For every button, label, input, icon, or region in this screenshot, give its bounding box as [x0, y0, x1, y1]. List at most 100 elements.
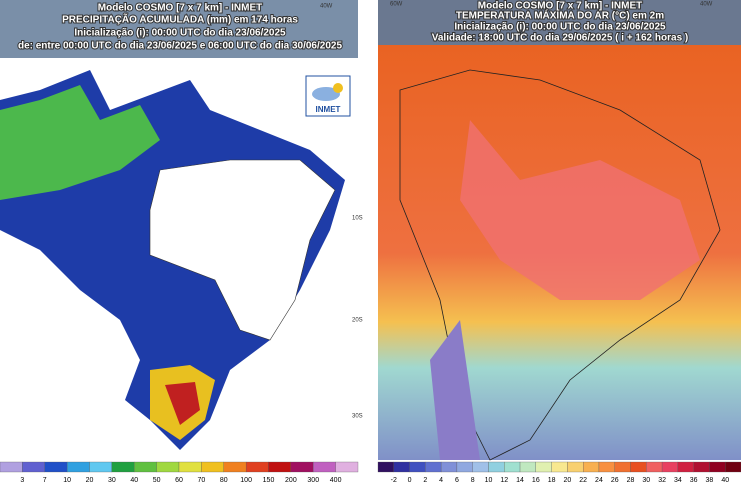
colorbar-label: 12: [500, 477, 508, 484]
colorbar-label: 150: [263, 477, 275, 484]
continent-outline: [399, 69, 721, 461]
colorbar-swatch: [614, 461, 631, 473]
logo-cloud: [312, 87, 340, 101]
colorbar-swatch: [335, 461, 359, 473]
colorbar-label: 3: [20, 477, 24, 484]
colorbar-swatch: [504, 461, 521, 473]
colorbar-swatch: [66, 461, 90, 473]
model-name: Modelo COSMO [7 x 7 km] - INMET: [98, 3, 262, 14]
colorbar-label: 24: [595, 477, 603, 484]
colorbar-swatch: [89, 461, 113, 473]
colorbar-swatch: [0, 461, 23, 473]
colorbar-label: 4: [439, 477, 443, 484]
lat-label: 20S: [352, 318, 363, 324]
colorbar-label: 2: [423, 477, 427, 484]
colorbar-label: 10: [63, 477, 71, 484]
colorbar-label: 200: [285, 477, 297, 484]
colorbar-swatch: [134, 461, 157, 473]
dry-area: [149, 159, 336, 341]
lon-label: 40W: [320, 4, 333, 10]
colorbar-swatch: [551, 461, 568, 473]
colorbar-label: 50: [153, 477, 161, 484]
colorbar-swatch: [393, 461, 410, 473]
colorbar-swatch: [488, 461, 505, 473]
init-time: Inicialização (i): 00:00 UTC do dia 23/0…: [454, 22, 666, 33]
colorbar-label: 38: [706, 477, 714, 484]
colorbar-swatch: [440, 461, 458, 473]
colorbar-swatch: [377, 461, 394, 473]
colorbar-label: 100: [240, 477, 252, 484]
colorbar-label: 30: [642, 477, 650, 484]
colorbar-swatch: [661, 461, 679, 473]
lon-label: 40W: [700, 2, 713, 8]
colorbar-swatch: [646, 461, 663, 473]
colorbar-swatch: [709, 461, 726, 473]
colorbar-swatch: [223, 461, 247, 473]
colorbar-label: 18: [548, 477, 556, 484]
colorbar-swatch: [598, 461, 615, 473]
right-header: [378, 0, 741, 45]
map-title: PRECIPITAÇÃO ACUMULADA (mm) em 174 horas: [62, 13, 298, 26]
colorbar-swatch: [178, 461, 202, 473]
colorbar-label: 8: [471, 477, 475, 484]
colorbar-swatch: [725, 461, 741, 473]
precip-green-area: [0, 85, 160, 200]
colorbar-label: 20: [563, 477, 571, 484]
colorbar-label: 300: [307, 477, 319, 484]
colorbar-label: 40: [130, 477, 138, 484]
colorbar-swatch: [693, 461, 710, 473]
model-name: Modelo COSMO [7 x 7 km] - INMET: [478, 1, 642, 12]
colorbar-swatch: [268, 461, 292, 473]
colorbar-swatch: [519, 461, 536, 473]
colorbar-swatch: [630, 461, 647, 473]
lon-label: 60W: [390, 2, 403, 8]
colorbar-label: 0: [408, 477, 412, 484]
logo-sun: [333, 83, 343, 93]
colorbar-label: 20: [86, 477, 94, 484]
colorbar-swatch: [409, 461, 426, 473]
logo-text: INMET: [316, 105, 341, 114]
colorbar-label: 32: [658, 477, 666, 484]
colorbar-label: 10: [485, 477, 493, 484]
colorbar-label: 36: [690, 477, 698, 484]
colorbar-swatch: [44, 461, 68, 473]
colorbar-label: 28: [627, 477, 635, 484]
colorbar-swatch: [456, 461, 473, 473]
cold-andes: [430, 320, 480, 460]
lat-label: 30S: [352, 414, 363, 420]
colorbar-swatch: [472, 461, 489, 473]
colorbar-label: 26: [611, 477, 619, 484]
colorbar-swatch: [567, 461, 584, 473]
colorbar-swatch: [425, 461, 442, 473]
left-header: [0, 0, 358, 58]
colorbar-swatch: [313, 461, 336, 473]
colorbar-label: 80: [220, 477, 228, 484]
colorbar-swatch: [22, 461, 45, 473]
colorbar-label: 30: [108, 477, 116, 484]
colorbar-label: -2: [391, 477, 397, 484]
colorbar-label: 70: [197, 477, 205, 484]
colorbar-swatch: [677, 461, 694, 473]
colorbar-label: 60: [175, 477, 183, 484]
validity: Validade: 18:00 UTC do dia 29/06/2025 ( …: [432, 33, 689, 44]
colorbar-label: 34: [674, 477, 682, 484]
colorbar-label: 400: [330, 477, 342, 484]
colorbar-label: 22: [579, 477, 587, 484]
colorbar-swatch: [290, 461, 314, 473]
lat-label: 10S: [352, 216, 363, 222]
colorbar-swatch: [535, 461, 552, 473]
map-title: TEMPERATURA MÁXIMA DO AR (°C) em 2m: [456, 9, 664, 22]
colorbar-swatch: [201, 461, 224, 473]
colorbar-swatch: [156, 461, 180, 473]
colorbar-swatch: [583, 461, 600, 473]
colorbar-label: 14: [516, 477, 524, 484]
colorbar-swatch: [245, 461, 269, 473]
precip-red-area: [165, 382, 200, 425]
init-time: Inicialização (i): 00:00 UTC do dia 23/0…: [74, 28, 286, 39]
colorbar-swatch: [111, 461, 135, 473]
colorbar-label: 16: [532, 477, 540, 484]
colorbar-label: 40: [721, 477, 729, 484]
colorbar-label: 6: [455, 477, 459, 484]
hot-area: [460, 120, 700, 300]
